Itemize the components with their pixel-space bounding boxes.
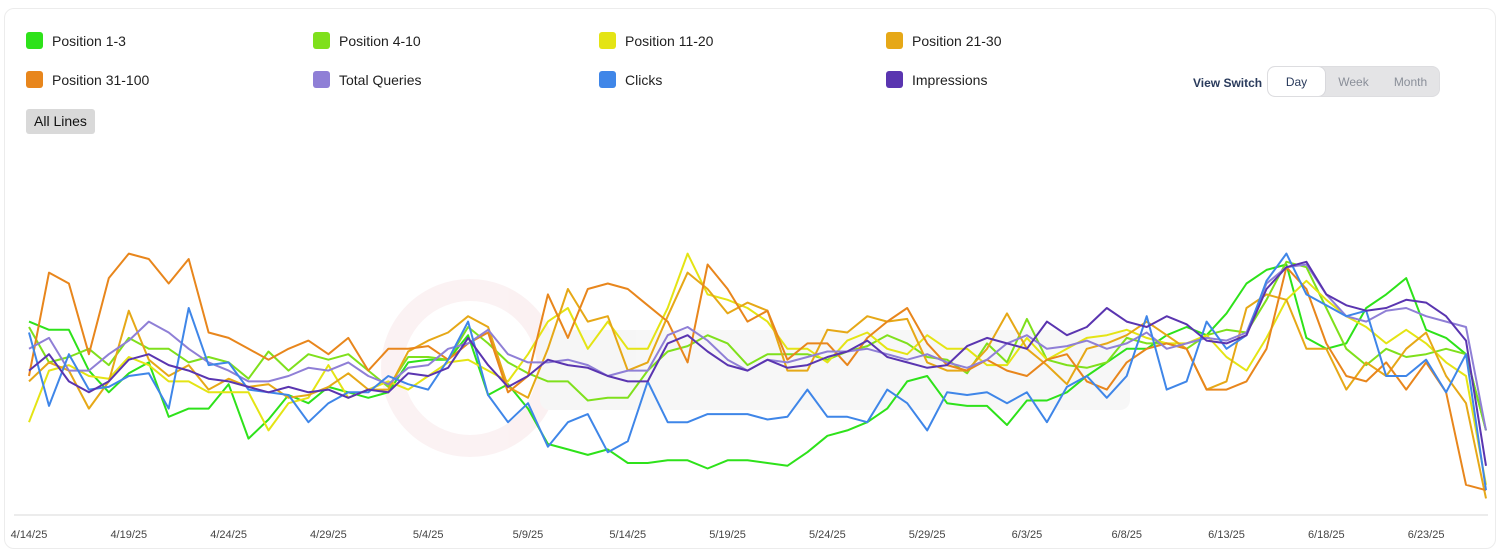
- x-tick-label: 6/3/25: [1012, 529, 1043, 541]
- x-tick-label: 5/19/25: [709, 529, 746, 541]
- legend-item-position-4-10[interactable]: Position 4-10: [313, 32, 421, 49]
- legend-label: Impressions: [912, 71, 988, 88]
- legend-label: Position 4-10: [339, 32, 421, 49]
- legend-item-clicks[interactable]: Clicks: [599, 71, 662, 88]
- x-tick-label: 6/18/25: [1308, 529, 1345, 541]
- legend-label: Clicks: [625, 71, 663, 88]
- x-tick-label: 4/14/25: [11, 529, 48, 541]
- legend-swatch: [886, 32, 903, 49]
- view-switch-label: View Switch: [1193, 76, 1263, 90]
- legend-item-impressions[interactable]: Impressions: [886, 71, 987, 88]
- x-tick-label: 6/23/25: [1408, 529, 1445, 541]
- legend-item-position-31-100[interactable]: Position 31-100: [26, 71, 149, 88]
- legend-label: Position 21-30: [912, 32, 1002, 49]
- x-tick-label: 6/13/25: [1208, 529, 1245, 541]
- legend-swatch: [886, 71, 903, 88]
- x-tick-label: 5/4/25: [413, 529, 444, 541]
- legend-item-position-1-3[interactable]: Position 1-3: [26, 32, 126, 49]
- x-tick-label: 5/24/25: [809, 529, 846, 541]
- view-switch: Day Week Month: [1267, 66, 1440, 97]
- legend-swatch: [599, 32, 616, 49]
- legend-swatch: [26, 71, 43, 88]
- x-tick-label: 5/14/25: [609, 529, 646, 541]
- legend-swatch: [26, 32, 43, 49]
- legend-swatch: [313, 32, 330, 49]
- all-lines-button[interactable]: All Lines: [26, 109, 95, 134]
- series-layer: [28, 252, 1487, 499]
- series-line-position-11-20[interactable]: [28, 252, 1487, 485]
- legend-label: Position 1-3: [52, 32, 126, 49]
- legend-item-total-queries[interactable]: Total Queries: [313, 71, 421, 88]
- legend-item-position-21-30[interactable]: Position 21-30: [886, 32, 1002, 49]
- series-line-position-4-10[interactable]: [28, 260, 1487, 431]
- x-tick-label: 5/29/25: [909, 529, 946, 541]
- x-tick-label: 4/19/25: [110, 529, 147, 541]
- view-day-button[interactable]: Day: [1268, 67, 1325, 96]
- legend-swatch: [313, 71, 330, 88]
- series-line-position-1-3[interactable]: [28, 263, 1487, 470]
- view-week-button[interactable]: Week: [1338, 74, 1369, 89]
- legend-label: Position 31-100: [52, 71, 150, 88]
- view-month-button[interactable]: Month: [1393, 74, 1428, 89]
- series-line-impressions[interactable]: [28, 260, 1487, 466]
- x-tick-label: 5/9/25: [513, 529, 544, 541]
- legend-label: Position 11-20: [625, 32, 714, 49]
- x-tick-label: 4/29/25: [310, 529, 347, 541]
- x-tick-label: 4/24/25: [210, 529, 247, 541]
- chart-card: [4, 8, 1496, 549]
- legend-label: Total Queries: [339, 71, 422, 88]
- legend-item-position-11-20[interactable]: Position 11-20: [599, 32, 713, 49]
- series-line-position-21-30[interactable]: [28, 271, 1487, 499]
- x-tick-label: 6/8/25: [1111, 529, 1142, 541]
- x-axis-ticks: 4/14/25 4/19/25 4/24/25 4/29/25 5/4/25 5/9/25…: [11, 529, 1445, 541]
- series-line-position-31-100[interactable]: [28, 252, 1487, 492]
- legend-swatch: [599, 71, 616, 88]
